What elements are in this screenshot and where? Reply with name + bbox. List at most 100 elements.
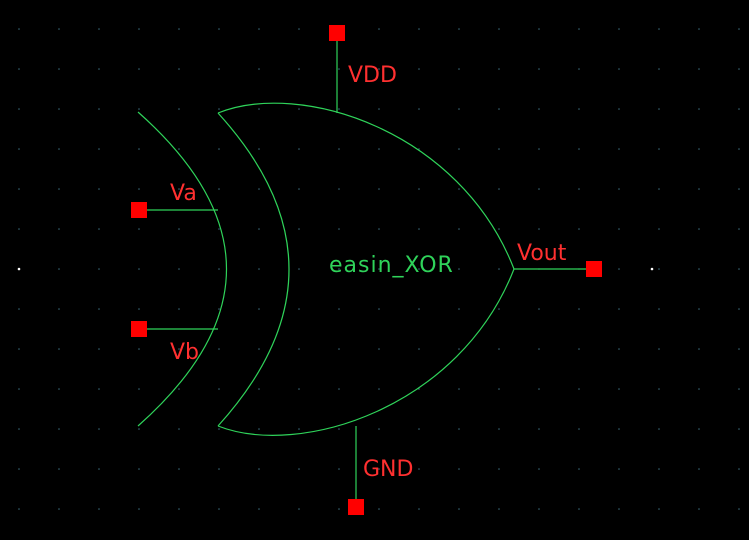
- grid-dot: [498, 308, 500, 310]
- grid-dot: [458, 268, 460, 270]
- grid-dot: [298, 228, 300, 230]
- grid-dot: [618, 508, 620, 510]
- grid-dot: [298, 68, 300, 70]
- grid-dot: [538, 468, 540, 470]
- grid-dot: [738, 68, 740, 70]
- grid-dot: [298, 508, 300, 510]
- grid-dot: [698, 228, 700, 230]
- grid-dot: [578, 68, 580, 70]
- grid-dot: [258, 28, 260, 30]
- grid-dot: [338, 148, 340, 150]
- grid-dot: [178, 228, 180, 230]
- grid-dot: [618, 268, 620, 270]
- grid-dot: [418, 428, 420, 430]
- grid-dot: [258, 308, 260, 310]
- grid-dot: [338, 308, 340, 310]
- grid-dot: [18, 228, 20, 230]
- grid-dot: [98, 228, 100, 230]
- grid-dot: [458, 148, 460, 150]
- grid-dot: [218, 308, 220, 310]
- grid-dot: [578, 428, 580, 430]
- grid-dot: [578, 348, 580, 350]
- grid-dot: [578, 228, 580, 230]
- grid-dot: [138, 428, 140, 430]
- grid-dot: [138, 268, 140, 270]
- grid-dot: [298, 188, 300, 190]
- grid-dot: [418, 348, 420, 350]
- grid-dot: [298, 148, 300, 150]
- grid-dot: [738, 348, 740, 350]
- grid-dot: [98, 468, 100, 470]
- grid-dot: [138, 388, 140, 390]
- grid-dot: [218, 28, 220, 30]
- grid-dot: [98, 428, 100, 430]
- grid-dot: [58, 108, 60, 110]
- grid-dot: [58, 28, 60, 30]
- grid-dot: [98, 148, 100, 150]
- grid-dot: [578, 508, 580, 510]
- grid-dot: [178, 108, 180, 110]
- grid-dot: [658, 388, 660, 390]
- grid-dot: [698, 308, 700, 310]
- grid-dot: [218, 228, 220, 230]
- grid-dot: [18, 188, 20, 190]
- grid-dot: [618, 388, 620, 390]
- xor-gate-symbol[interactable]: [137, 33, 594, 507]
- grid-dot: [698, 148, 700, 150]
- grid-dot: [338, 428, 340, 430]
- grid-dot: [498, 428, 500, 430]
- grid-dot: [258, 428, 260, 430]
- grid-dot: [258, 108, 260, 110]
- grid-dot: [178, 308, 180, 310]
- grid-dot: [658, 468, 660, 470]
- grid-dot: [218, 428, 220, 430]
- grid-dot: [418, 468, 420, 470]
- grid-dot: [738, 268, 740, 270]
- grid-dot: [258, 468, 260, 470]
- grid-dot: [338, 468, 340, 470]
- grid-dot: [258, 148, 260, 150]
- grid-dot: [378, 308, 380, 310]
- grid-dot: [338, 508, 340, 510]
- va-label: Va: [170, 181, 197, 206]
- va-pin[interactable]: [131, 202, 147, 218]
- grid-dot: [98, 308, 100, 310]
- grid-dot: [538, 508, 540, 510]
- grid-dot: [378, 68, 380, 70]
- grid-dot: [178, 28, 180, 30]
- grid-dot: [658, 188, 660, 190]
- grid-dot: [498, 148, 500, 150]
- grid-dot: [18, 148, 20, 150]
- grid-dot: [738, 188, 740, 190]
- grid-dot: [18, 108, 20, 110]
- grid-dot: [738, 28, 740, 30]
- vdd-label: VDD: [348, 63, 397, 88]
- grid-dot: [698, 108, 700, 110]
- grid-dot: [298, 468, 300, 470]
- grid-dot: [538, 428, 540, 430]
- vout-label: Vout: [517, 241, 567, 266]
- grid-dot: [498, 108, 500, 110]
- grid-dot: [98, 268, 100, 270]
- grid-dot: [218, 148, 220, 150]
- grid-dot: [138, 148, 140, 150]
- grid-dot: [458, 68, 460, 70]
- grid-dot: [18, 468, 20, 470]
- grid-dot: [498, 28, 500, 30]
- grid-dot: [618, 348, 620, 350]
- grid-dot: [58, 228, 60, 230]
- grid-dot: [418, 308, 420, 310]
- grid-dot: [298, 428, 300, 430]
- grid-dot: [378, 468, 380, 470]
- gnd-pin[interactable]: [348, 499, 364, 515]
- grid-dot: [698, 268, 700, 270]
- vout-pin[interactable]: [586, 261, 602, 277]
- vdd-pin[interactable]: [329, 25, 345, 41]
- grid-dot: [178, 268, 180, 270]
- grid-dot: [338, 188, 340, 190]
- grid-dot: [338, 388, 340, 390]
- grid-dot: [258, 228, 260, 230]
- vb-pin[interactable]: [131, 321, 147, 337]
